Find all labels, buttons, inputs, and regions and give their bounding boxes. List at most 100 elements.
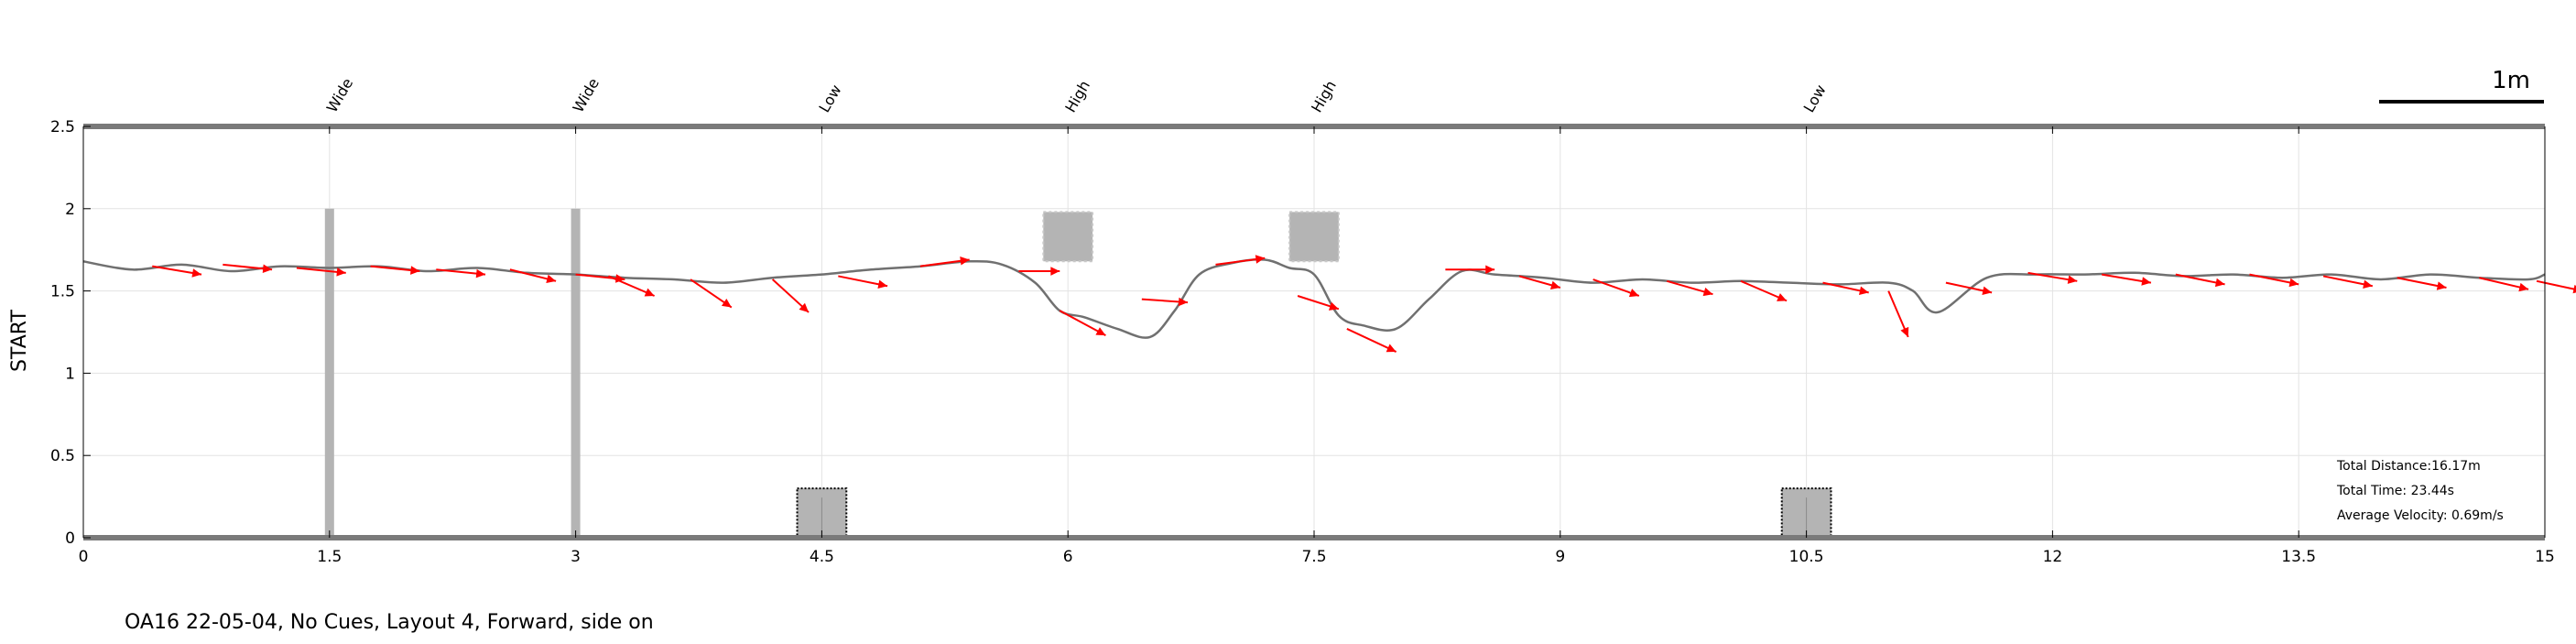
obstacle-label-5: Low bbox=[1800, 82, 1830, 115]
velocity-vector-head bbox=[2436, 281, 2447, 290]
velocity-vector-32 bbox=[2479, 277, 2529, 292]
velocity-vector-3 bbox=[370, 265, 420, 275]
velocity-vector-head bbox=[2067, 275, 2078, 284]
y-tick-label: 0 bbox=[65, 529, 75, 548]
velocity-vector-25 bbox=[1945, 281, 1993, 295]
velocity-vector-17 bbox=[1346, 328, 1397, 353]
velocity-vector-0 bbox=[152, 265, 202, 278]
velocity-vector-7 bbox=[608, 275, 656, 297]
velocity-vector-11 bbox=[919, 257, 970, 267]
velocity-vector-33 bbox=[2536, 279, 2576, 294]
velocity-vector-head bbox=[1328, 301, 1339, 311]
stat-total-distance: Total Distance:16.17m bbox=[2336, 459, 2481, 474]
axes: 0 1.5 3 4.5 6 7.5 9 10.5 12 13.5 15 0 0.5 1 1.5 2 2.5 bbox=[50, 118, 2555, 566]
velocity-vector-head bbox=[2363, 279, 2373, 289]
velocity-vector-head bbox=[644, 288, 655, 297]
y-axis-label: START bbox=[8, 310, 31, 372]
velocity-vector-24 bbox=[1887, 290, 1909, 338]
velocity-vector-head bbox=[1859, 286, 1869, 295]
velocity-vector-head bbox=[2141, 277, 2151, 286]
x-tick-label: 15 bbox=[2535, 548, 2555, 566]
velocity-vector-head bbox=[799, 302, 810, 312]
scale-bar: 1m bbox=[2379, 67, 2544, 104]
velocity-vector-14 bbox=[1141, 297, 1189, 307]
velocity-vector-30 bbox=[2322, 275, 2374, 289]
x-tick-label: 10.5 bbox=[1789, 548, 1824, 566]
velocity-vector-18 bbox=[1445, 265, 1495, 275]
x-tick-label: 3 bbox=[571, 548, 581, 566]
velocity-vector-head bbox=[1255, 255, 1266, 264]
obstacle-labels: Wide Wide Low High High Low bbox=[323, 75, 1830, 115]
velocity-vector-head bbox=[1386, 344, 1397, 353]
velocity-vector-28 bbox=[2175, 273, 2225, 288]
velocity-vector-head bbox=[191, 268, 202, 278]
velocity-vector-head bbox=[475, 268, 486, 278]
velocity-vector-head bbox=[1628, 289, 1639, 298]
velocity-vector-head bbox=[1178, 297, 1189, 307]
velocity-vector-head bbox=[262, 264, 273, 274]
obstacle-label-2: Low bbox=[815, 82, 844, 115]
velocity-vector-12 bbox=[1018, 267, 1060, 276]
velocity-vector-head bbox=[2518, 282, 2529, 292]
stat-total-time: Total Time: 23.44s bbox=[2336, 484, 2454, 498]
velocity-vector-head bbox=[2214, 278, 2225, 288]
velocity-vector-head bbox=[546, 274, 557, 284]
velocity-vector-8 bbox=[690, 278, 733, 309]
velocity-vector-27 bbox=[2101, 273, 2152, 286]
velocity-vector-head bbox=[410, 266, 420, 275]
velocity-vector-26 bbox=[2027, 271, 2078, 284]
velocity-vector-head bbox=[2288, 278, 2299, 288]
velocity-vector-5 bbox=[509, 268, 557, 284]
velocity-vector-22 bbox=[1740, 279, 1788, 302]
velocity-vector-2 bbox=[296, 267, 346, 277]
velocity-vector-head bbox=[1485, 265, 1495, 275]
x-tick-label: 13.5 bbox=[2281, 548, 2316, 566]
scale-bar-label: 1m bbox=[2492, 67, 2530, 94]
velocity-vector-15 bbox=[1215, 255, 1266, 266]
chart-caption: OA16 22-05-04, No Cues, Layout 4, Forwar… bbox=[125, 611, 654, 634]
velocity-vector-13 bbox=[1059, 310, 1106, 336]
obstacle-high-3 bbox=[1042, 211, 1094, 263]
velocity-vector-21 bbox=[1667, 279, 1713, 297]
velocity-vector-head bbox=[1777, 293, 1788, 301]
obstacles bbox=[324, 208, 1832, 539]
obstacle-label-1: Wide bbox=[570, 75, 603, 115]
velocity-vector-head bbox=[1900, 326, 1909, 337]
obstacle-wide-1 bbox=[571, 208, 581, 539]
y-tick-label: 2.5 bbox=[50, 118, 75, 136]
obstacle-wide-0 bbox=[324, 208, 334, 539]
velocity-vectors bbox=[152, 255, 2576, 353]
obstacle-label-3: High bbox=[1061, 78, 1093, 115]
stats-box: Total Distance:16.17m Total Time: 23.44s… bbox=[2336, 459, 2504, 523]
y-tick-label: 1 bbox=[65, 365, 75, 383]
velocity-vector-19 bbox=[1518, 275, 1561, 289]
velocity-vector-16 bbox=[1297, 295, 1340, 311]
y-tick-label: 0.5 bbox=[50, 447, 75, 465]
velocity-vector-head bbox=[336, 267, 346, 277]
trajectory bbox=[82, 258, 2546, 339]
x-tick-label: 6 bbox=[1063, 548, 1073, 566]
trajectory-line bbox=[82, 258, 2546, 339]
velocity-vector-head bbox=[1982, 286, 1993, 295]
obstacle-label-4: High bbox=[1308, 78, 1340, 115]
velocity-vector-head bbox=[721, 299, 732, 308]
velocity-vector-head bbox=[2572, 284, 2576, 294]
velocity-vector-head bbox=[1095, 327, 1106, 336]
velocity-vector-29 bbox=[2249, 273, 2299, 288]
stat-average-velocity: Average Velocity: 0.69m/s bbox=[2337, 508, 2504, 523]
velocity-vector-head bbox=[960, 257, 970, 266]
obstacle-high-4 bbox=[1288, 211, 1340, 263]
velocity-vector-head bbox=[1549, 280, 1560, 289]
velocity-vector-10 bbox=[838, 275, 888, 289]
y-tick-label: 2 bbox=[65, 201, 75, 219]
velocity-vector-head bbox=[877, 279, 888, 289]
velocity-vector-1 bbox=[223, 263, 273, 274]
grid bbox=[82, 126, 2546, 539]
x-tick-label: 7.5 bbox=[1301, 548, 1326, 566]
velocity-vector-23 bbox=[1822, 281, 1869, 295]
velocity-vector-31 bbox=[2397, 277, 2447, 290]
velocity-vector-4 bbox=[436, 268, 486, 278]
velocity-vector-head bbox=[1702, 287, 1713, 297]
x-tick-label: 1.5 bbox=[317, 548, 342, 566]
